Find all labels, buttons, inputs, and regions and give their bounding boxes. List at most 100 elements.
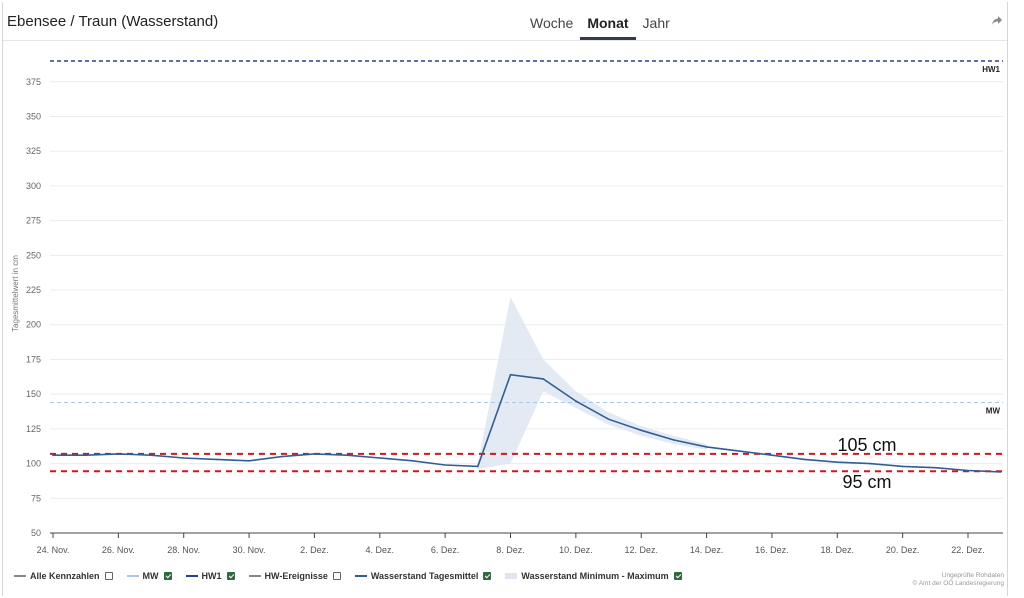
legend-item-alle-kennzahlen[interactable]: Alle Kennzahlen bbox=[14, 571, 113, 581]
x-tick-label: 16. Dez. bbox=[755, 545, 789, 555]
series-point bbox=[705, 446, 708, 448]
y-tick-label: 75 bbox=[31, 493, 41, 503]
series-point bbox=[84, 454, 87, 457]
x-tick-label: 22. Dez. bbox=[951, 545, 985, 555]
legend-checkbox[interactable] bbox=[483, 572, 492, 580]
y-tick-label: 300 bbox=[26, 181, 41, 191]
y-tick-label: 250 bbox=[26, 250, 41, 260]
x-tick-label: 28. Nov. bbox=[167, 545, 200, 555]
y-tick-label: 100 bbox=[26, 459, 41, 469]
chart-title: Ebensee / Traun (Wasserstand) bbox=[7, 13, 219, 30]
series-point bbox=[771, 454, 773, 457]
legend-swatch bbox=[185, 575, 198, 577]
series-point bbox=[379, 457, 381, 459]
y-tick-label: 175 bbox=[26, 354, 41, 364]
period-tabs: Woche Monat Jahr bbox=[523, 2, 677, 40]
series-point bbox=[150, 454, 152, 457]
x-tick-label: 26. Nov. bbox=[102, 545, 135, 555]
x-tick-label: 8. Dez. bbox=[496, 545, 525, 555]
series-point bbox=[967, 469, 969, 472]
legend-checkbox[interactable] bbox=[332, 572, 341, 580]
x-tick-label: 2. Dez. bbox=[300, 545, 329, 555]
series-point bbox=[248, 460, 250, 462]
tab-monat[interactable]: Monat bbox=[580, 2, 636, 40]
series-point bbox=[477, 465, 479, 468]
min-max-band bbox=[477, 297, 707, 470]
y-tick-label: 200 bbox=[26, 320, 41, 330]
reference-label-hw1: HW1 bbox=[982, 65, 1000, 74]
series-point bbox=[117, 453, 120, 455]
series-point bbox=[313, 453, 316, 455]
series-point bbox=[411, 460, 414, 462]
x-tick-label: 10. Dez. bbox=[559, 545, 593, 555]
legend-swatch bbox=[14, 575, 26, 577]
x-tick-label: 18. Dez. bbox=[821, 545, 855, 555]
series-point bbox=[52, 454, 54, 457]
series-point bbox=[575, 400, 577, 402]
chart-header: Ebensee / Traun (Wasserstand) Woche Mona… bbox=[3, 2, 1007, 41]
chart-container: Ebensee / Traun (Wasserstand) Woche Mona… bbox=[2, 2, 1008, 596]
series-point bbox=[673, 439, 675, 441]
series-point bbox=[999, 471, 1002, 473]
series-point bbox=[934, 466, 937, 469]
legend-label: Wasserstand Minimum - Maximum bbox=[521, 571, 669, 581]
annotation-95-cm: 95 cm bbox=[842, 472, 891, 492]
tab-jahr[interactable]: Jahr bbox=[642, 15, 670, 31]
x-tick-label: 6. Dez. bbox=[431, 545, 460, 555]
series-point bbox=[869, 462, 871, 465]
y-tick-label: 125 bbox=[26, 424, 41, 434]
legend-label: HW-Ereignisse bbox=[264, 571, 328, 581]
y-tick-label: 50 bbox=[31, 528, 41, 538]
series-point bbox=[281, 455, 283, 458]
legend-checkbox[interactable] bbox=[163, 572, 172, 580]
y-tick-label: 275 bbox=[26, 216, 41, 226]
legend-label: HW1 bbox=[201, 571, 222, 581]
legend-checkbox[interactable] bbox=[104, 572, 113, 580]
credits-line1: Ungeprüfte Rohdaten bbox=[941, 572, 1004, 579]
series-point bbox=[607, 418, 610, 421]
credits: Ungeprüfte Rohdaten © Amt der OÖ Landesr… bbox=[912, 572, 1004, 588]
share-arrow-icon[interactable] bbox=[991, 14, 1003, 30]
series-point bbox=[346, 454, 348, 457]
legend-label: Alle Kennzahlen bbox=[30, 571, 100, 581]
tab-woche[interactable]: Woche bbox=[530, 15, 574, 31]
series-line-tagesmittel bbox=[53, 373, 1001, 473]
x-tick-label: 24. Nov. bbox=[37, 545, 70, 555]
series-point bbox=[836, 461, 839, 464]
legend-label: Wasserstand Tagesmittel bbox=[370, 571, 479, 581]
legend-swatch bbox=[248, 575, 261, 577]
legend-item-mw[interactable]: MW bbox=[126, 571, 172, 581]
chart-legend: Alle Kennzahlen MW HW1 HW-Ereignisse Wassers… bbox=[14, 571, 696, 581]
legend-checkbox[interactable] bbox=[226, 572, 235, 580]
legend-checkbox[interactable] bbox=[673, 572, 682, 580]
legend-label: MW bbox=[142, 571, 159, 581]
series-point bbox=[509, 373, 512, 376]
x-tick-label: 12. Dez. bbox=[624, 545, 658, 555]
y-axis-label: Tagesmittelwert in cm bbox=[11, 255, 20, 332]
y-tick-label: 325 bbox=[26, 146, 41, 156]
series-point bbox=[640, 429, 642, 432]
y-tick-label: 350 bbox=[26, 111, 41, 121]
reference-label-mw: MW bbox=[986, 406, 1001, 415]
series-point bbox=[803, 458, 806, 461]
y-tick-label: 150 bbox=[26, 389, 41, 399]
legend-item-hw1[interactable]: HW1 bbox=[185, 571, 235, 581]
x-tick-label: 14. Dez. bbox=[690, 545, 724, 555]
series-point bbox=[444, 464, 446, 466]
x-tick-label: 30. Nov. bbox=[233, 545, 266, 555]
y-tick-label: 225 bbox=[26, 285, 41, 295]
series-point bbox=[738, 450, 741, 452]
legend-item-hw-ereignisse[interactable]: HW-Ereignisse bbox=[248, 571, 341, 581]
annotation-105-cm: 105 cm bbox=[837, 435, 896, 455]
legend-swatch bbox=[505, 573, 518, 579]
legend-swatch bbox=[354, 575, 367, 577]
series-point bbox=[182, 457, 185, 459]
series-point bbox=[542, 378, 544, 380]
legend-item-wasserstand-minimum---maximum[interactable]: Wasserstand Minimum - Maximum bbox=[505, 571, 682, 581]
y-tick-label: 375 bbox=[26, 77, 41, 87]
series-point bbox=[901, 465, 904, 468]
credits-line2: © Amt der OÖ Landesregierung bbox=[912, 580, 1004, 587]
legend-item-wasserstand-tagesmittel[interactable]: Wasserstand Tagesmittel bbox=[354, 571, 492, 581]
series-point bbox=[215, 458, 218, 461]
